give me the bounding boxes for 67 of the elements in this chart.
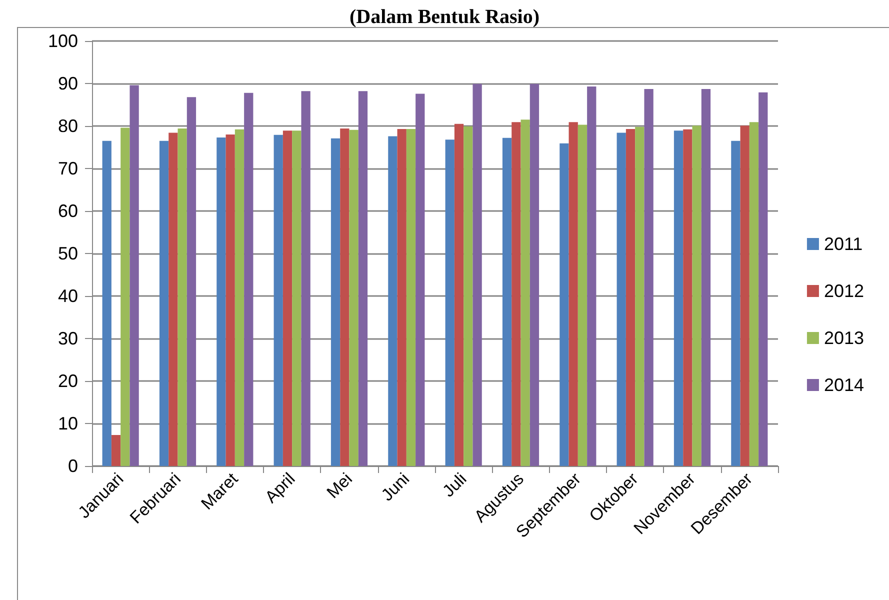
bar xyxy=(226,134,235,466)
bar xyxy=(731,140,740,466)
bar xyxy=(159,140,169,466)
bar xyxy=(282,130,292,466)
bar xyxy=(406,128,416,466)
legend-label: 2012 xyxy=(824,281,864,301)
bar xyxy=(464,126,473,466)
bar xyxy=(349,130,358,466)
bar xyxy=(186,97,196,466)
bar xyxy=(454,124,464,466)
bar xyxy=(530,84,540,466)
y-tick-label: 40 xyxy=(58,286,78,306)
bar xyxy=(397,128,406,466)
legend-label: 2013 xyxy=(824,328,864,348)
bar xyxy=(102,140,112,466)
bar xyxy=(274,134,283,466)
bar xyxy=(111,434,121,466)
y-tick-label: 10 xyxy=(58,414,78,434)
bar xyxy=(644,89,654,466)
bar xyxy=(635,126,644,466)
bar xyxy=(216,137,226,466)
y-tick-label: 80 xyxy=(58,116,78,136)
chart-title: (Dalam Bentuk Rasio) xyxy=(349,6,540,28)
bar xyxy=(340,128,350,466)
y-tick-label: 50 xyxy=(58,244,78,264)
bar xyxy=(740,126,750,466)
y-tick-label: 100 xyxy=(48,31,78,51)
bar xyxy=(512,122,521,466)
bar xyxy=(683,129,692,466)
bar xyxy=(568,122,578,466)
bar xyxy=(616,132,626,466)
bar xyxy=(560,143,569,466)
y-tick-label: 20 xyxy=(58,371,78,391)
bar xyxy=(388,136,398,466)
bar xyxy=(244,92,254,466)
bar xyxy=(692,126,702,466)
x-tick-label: Juli xyxy=(438,469,470,501)
bar xyxy=(626,128,636,466)
bar xyxy=(701,89,711,466)
y-tick-label: 90 xyxy=(58,74,78,94)
bar xyxy=(472,84,482,466)
bar xyxy=(578,124,588,466)
legend-label: 2014 xyxy=(824,375,864,395)
bar xyxy=(416,94,425,466)
y-tick-label: 30 xyxy=(58,328,78,348)
legend-label: 2011 xyxy=(824,234,863,254)
bar xyxy=(358,91,368,466)
bar xyxy=(587,86,596,466)
y-tick-label: 60 xyxy=(58,201,78,221)
bar xyxy=(445,140,454,466)
bar xyxy=(520,120,530,466)
y-tick-label: 70 xyxy=(58,158,78,178)
bar xyxy=(120,128,130,466)
x-tick-label: Juni xyxy=(378,469,414,505)
bar xyxy=(292,130,302,466)
bar xyxy=(502,138,512,466)
bar xyxy=(130,85,139,466)
bar xyxy=(301,91,310,466)
bar xyxy=(330,138,340,466)
bar xyxy=(758,92,768,466)
bar xyxy=(178,128,187,466)
bar xyxy=(234,129,244,466)
bar xyxy=(749,122,759,466)
x-tick-label: Mei xyxy=(323,469,356,502)
bar xyxy=(168,132,178,466)
bar xyxy=(674,130,684,466)
y-tick-label: 0 xyxy=(68,456,78,476)
